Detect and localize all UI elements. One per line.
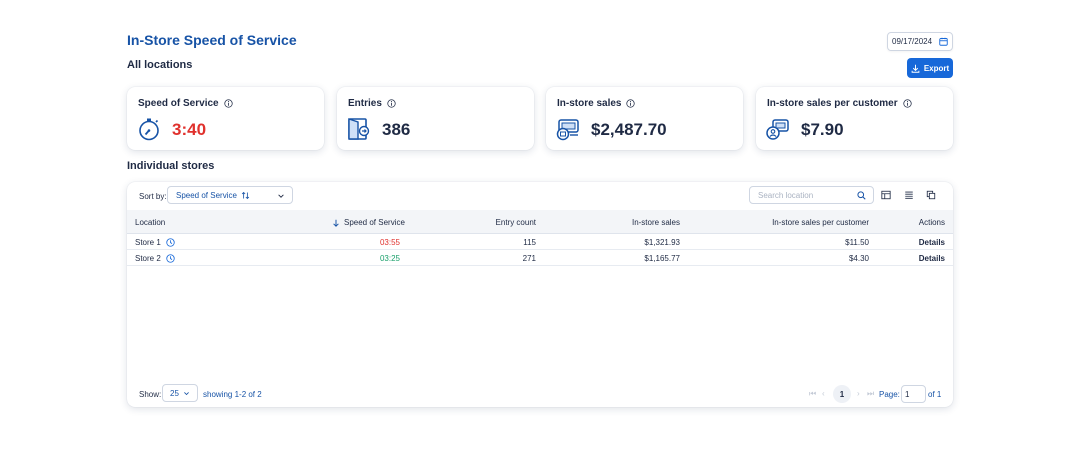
table-row: Store 2 03:25 271 $1,165.77 $4.30 Detail… <box>127 250 953 266</box>
speed-cell: 03:25 <box>379 254 400 263</box>
location-cell: Store 1 <box>135 238 175 247</box>
date-picker[interactable]: 09/17/2024 <box>887 32 953 51</box>
column-header-entry-count[interactable]: Entry count <box>495 218 536 227</box>
page-total: of 1 <box>928 390 942 399</box>
kpi-card-entries: Entries 386 <box>337 87 534 150</box>
kpi-title: Speed of Service <box>138 98 233 109</box>
date-value: 09/17/2024 <box>892 37 933 46</box>
chevron-down-icon <box>278 194 284 198</box>
kpi-card-in-store-sales: In-store sales $2,487.70 <box>546 87 743 150</box>
door-entry-icon <box>348 118 370 140</box>
copy-icon <box>926 190 936 200</box>
location-name: Store 1 <box>135 238 161 247</box>
kpi-value: 386 <box>382 120 411 139</box>
page-size-value: 25 <box>170 388 179 398</box>
show-label: Show: <box>139 390 162 399</box>
calendar-icon <box>939 37 948 46</box>
kpi-title-text: Entries <box>348 98 382 109</box>
page-subtitle: All locations <box>127 59 193 71</box>
clock-icon[interactable] <box>166 238 175 247</box>
info-icon[interactable] <box>626 99 636 108</box>
column-header-location[interactable]: Location <box>135 218 166 227</box>
location-cell: Store 2 <box>135 254 175 263</box>
stores-table-panel: Sort by: Speed of Service Location Speed… <box>127 182 953 407</box>
prev-page-icon[interactable]: ‹ <box>822 389 825 398</box>
sales-per-customer-cell: $4.30 <box>848 254 869 263</box>
search-box <box>749 186 874 204</box>
table-grid-icon <box>881 190 891 200</box>
kpi-value: $2,487.70 <box>591 120 667 139</box>
kpi-value: $7.90 <box>801 120 844 139</box>
clock-icon[interactable] <box>166 254 175 263</box>
store-register-icon <box>556 119 579 141</box>
first-page-icon[interactable]: ⏮ <box>809 389 817 398</box>
column-header-in-store-sales[interactable]: In-store sales <box>631 218 680 227</box>
kpi-title-text: In-store sales <box>557 98 622 109</box>
next-page-icon[interactable]: › <box>857 389 860 398</box>
kpi-title-text: In-store sales per customer <box>767 98 898 109</box>
entry-count-cell: 115 <box>523 238 536 247</box>
column-header-sales-per-customer[interactable]: In-store sales per customer <box>772 218 869 227</box>
search-input[interactable] <box>758 190 848 200</box>
page-size-select[interactable]: 25 <box>162 384 198 402</box>
copy-button[interactable] <box>924 188 938 202</box>
list-lines-icon <box>905 191 913 199</box>
table-view-button[interactable] <box>879 188 893 202</box>
section-title: Individual stores <box>127 160 215 172</box>
page-number-input[interactable]: 1 <box>901 385 926 403</box>
chevron-down-icon <box>184 391 189 395</box>
table-header: Location Speed of Service Entry count In… <box>127 210 953 234</box>
sort-arrows-icon <box>241 191 250 199</box>
in-store-sales-cell: $1,321.93 <box>644 238 680 247</box>
info-icon[interactable] <box>902 99 912 108</box>
sort-select[interactable]: Speed of Service <box>167 186 293 204</box>
last-page-icon[interactable]: ⏭ <box>867 389 875 398</box>
export-label: Export <box>923 63 950 73</box>
details-link[interactable]: Details <box>918 254 945 263</box>
customer-card-icon <box>766 119 789 140</box>
kpi-title: In-store sales per customer <box>767 98 912 109</box>
download-icon <box>911 64 920 73</box>
table-row: Store 1 03:55 115 $1,321.93 $11.50 Detai… <box>127 234 953 250</box>
sales-per-customer-cell: $11.50 <box>845 238 869 247</box>
column-header-actions: Actions <box>918 218 945 227</box>
sort-label: Sort by: <box>139 192 167 201</box>
showing-count: showing 1-2 of 2 <box>203 390 262 399</box>
kpi-card-sales-per-customer: In-store sales per customer $7.90 <box>756 87 953 150</box>
search-icon[interactable] <box>857 191 866 200</box>
sort-down-arrow-icon <box>333 219 339 227</box>
column-header-speed[interactable]: Speed of Service <box>332 218 405 227</box>
sort-value: Speed of Service <box>176 190 237 200</box>
kpi-value: 3:40 <box>172 120 207 139</box>
kpi-title: In-store sales <box>557 98 636 109</box>
stopwatch-icon <box>139 118 159 141</box>
kpi-title-text: Speed of Service <box>138 98 219 109</box>
page-title: In-Store Speed of Service <box>127 32 297 48</box>
kpi-title: Entries <box>348 98 396 109</box>
kpi-card-speed-of-service: Speed of Service 3:40 <box>127 87 324 150</box>
info-icon[interactable] <box>387 99 396 108</box>
info-icon[interactable] <box>223 99 233 108</box>
location-name: Store 2 <box>135 254 161 263</box>
entry-count-cell: 271 <box>522 254 536 263</box>
list-view-button[interactable] <box>902 188 916 202</box>
in-store-sales-cell: $1,165.77 <box>644 254 680 263</box>
export-button[interactable]: Export <box>907 58 953 78</box>
column-header-speed-label: Speed of Service <box>344 218 405 227</box>
details-link[interactable]: Details <box>918 238 945 247</box>
current-page-button[interactable]: 1 <box>833 385 851 403</box>
speed-cell: 03:55 <box>379 238 400 247</box>
page-label: Page: <box>879 390 900 399</box>
